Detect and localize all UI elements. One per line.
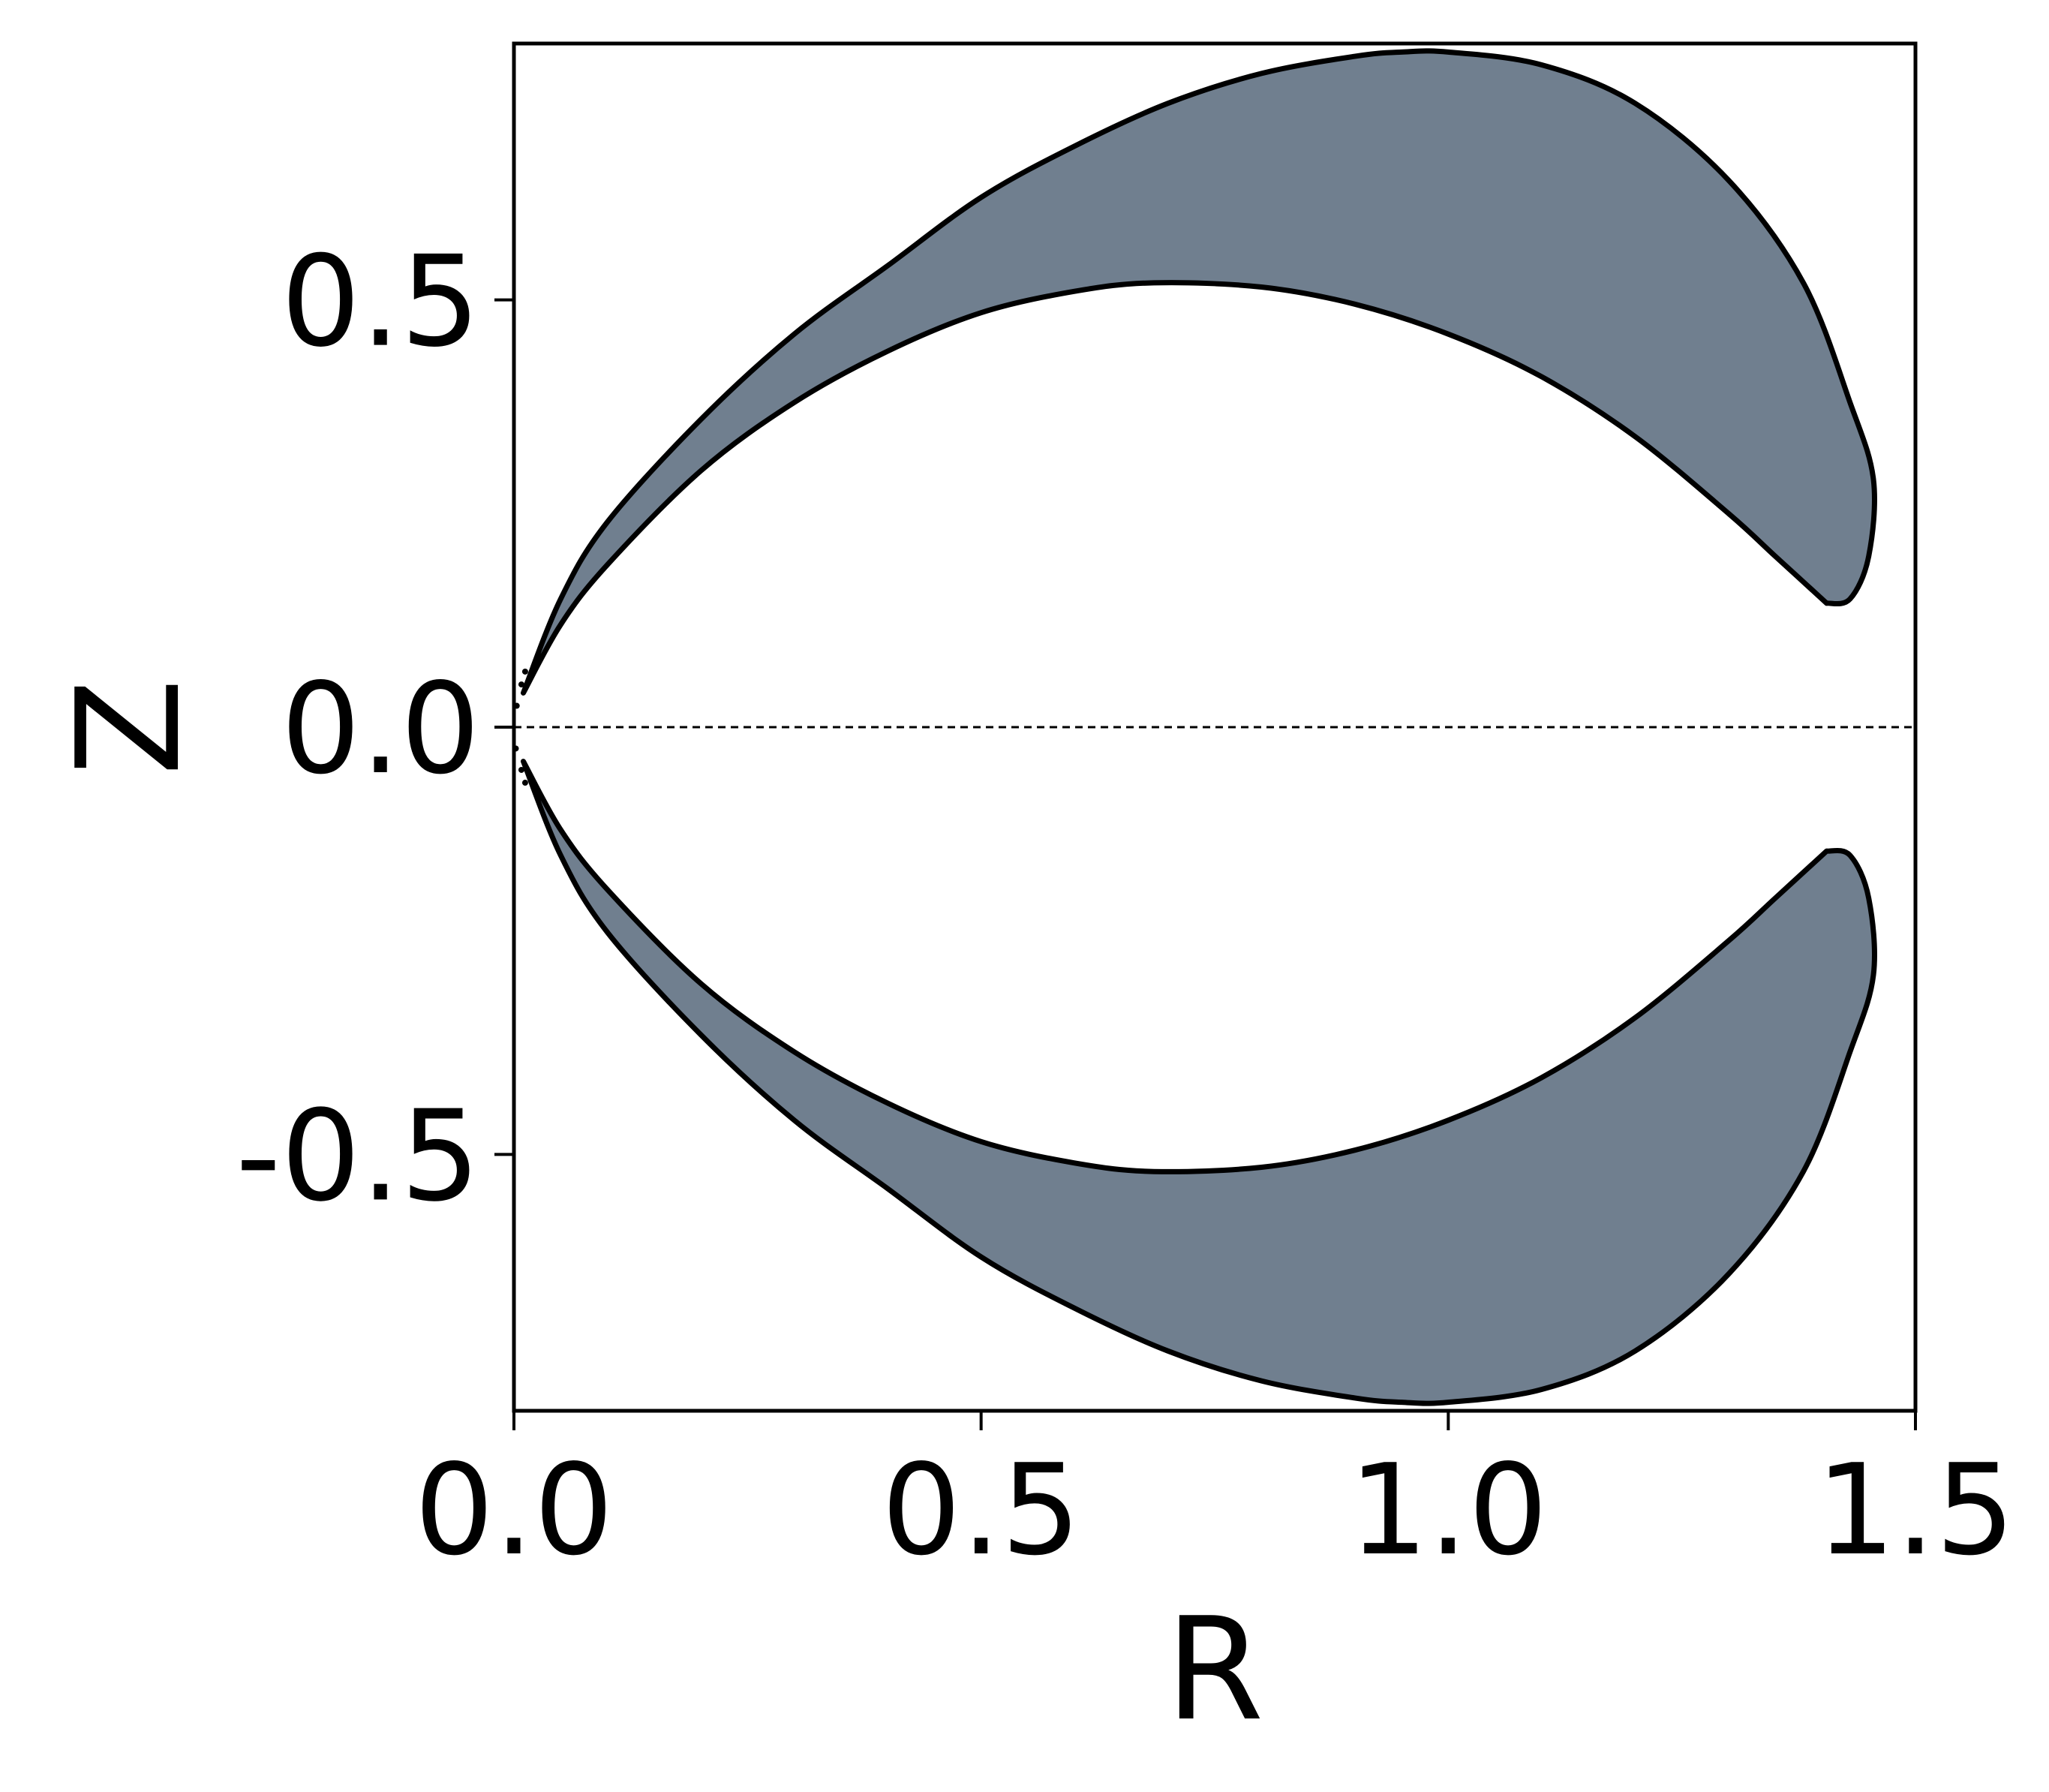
cusp-point <box>521 668 528 675</box>
x-tick-label: 1.0 <box>1349 1438 1549 1583</box>
y-tick-label: 0.5 <box>281 230 480 375</box>
y-tick-label: -0.5 <box>236 1084 480 1229</box>
y-axis-ticks: -0.5 0.0 0.5 <box>236 230 514 1229</box>
x-tick-label: 1.5 <box>1816 1438 2015 1583</box>
x-tick-label: 0.0 <box>414 1438 614 1583</box>
cusp-point <box>518 681 524 688</box>
y-tick-label: 0.0 <box>281 657 480 802</box>
plot-regions <box>521 48 1877 1406</box>
cusp-point <box>521 780 528 786</box>
region-upper <box>521 48 1877 696</box>
region-lower <box>521 759 1877 1406</box>
x-tick-label: 0.5 <box>882 1438 1081 1583</box>
x-axis-label: R <box>1165 1587 1263 1752</box>
x-axis-ticks: 0.0 0.5 1.0 1.5 <box>414 1411 2015 1583</box>
y-axis-label: Z <box>47 678 212 775</box>
cusp-point <box>518 766 524 773</box>
